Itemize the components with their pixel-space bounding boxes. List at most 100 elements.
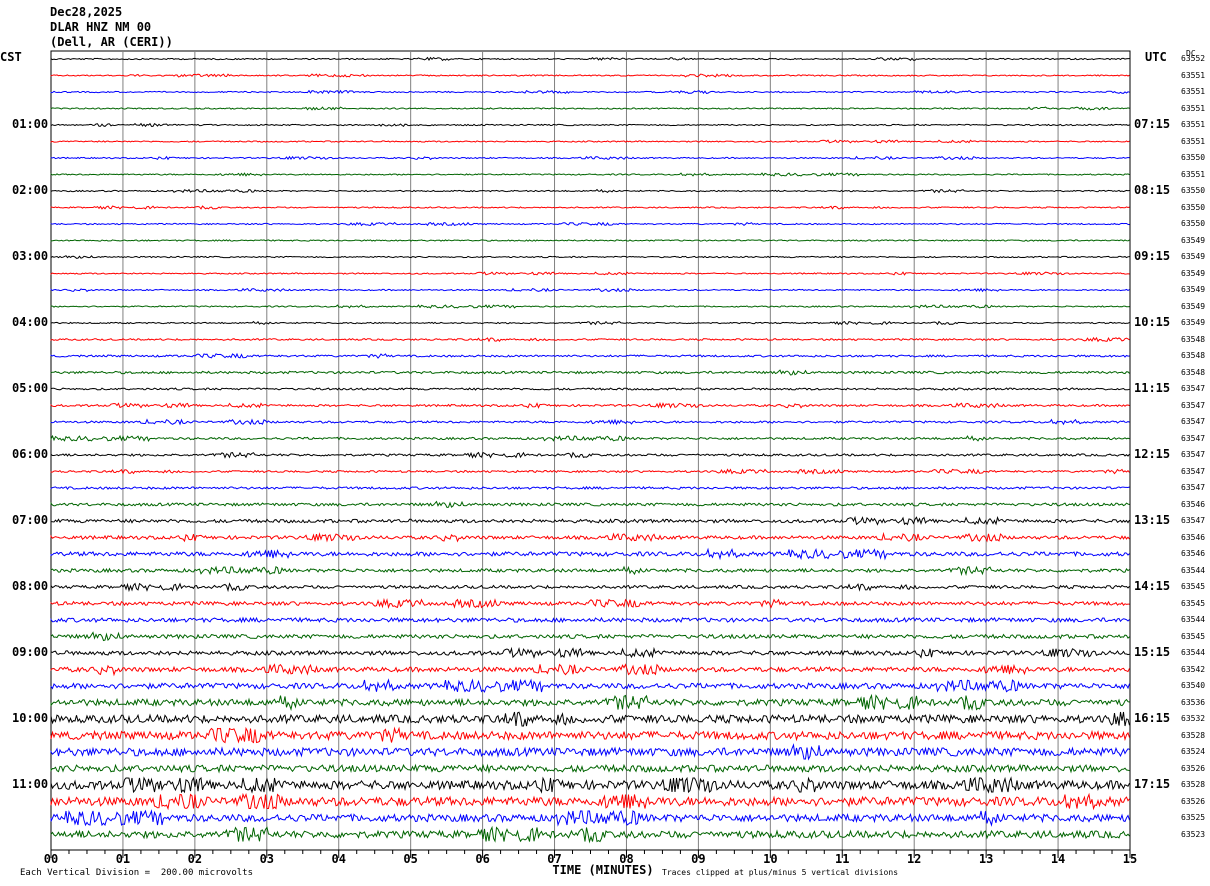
x-tick-label: 13 — [978, 852, 994, 866]
left-hour-label: 11:00 — [12, 777, 49, 791]
trace-row — [50, 547, 1130, 561]
trace-row — [50, 792, 1130, 811]
x-tick-label: 09 — [691, 852, 706, 866]
trace-row — [50, 106, 1130, 111]
left-hour-label: 07:00 — [12, 513, 49, 527]
x-tick-label: 11 — [835, 852, 850, 866]
dc-column-label: DC — [1186, 49, 1196, 58]
dc-offset-label: 63546 — [1181, 549, 1206, 558]
left-hour-label: 04:00 — [12, 315, 49, 329]
trace-row — [50, 597, 1130, 610]
right-hour-label: 14:15 — [1134, 579, 1171, 593]
trace-row — [50, 73, 1130, 78]
left-hour-label: 02:00 — [12, 183, 49, 197]
dc-offset-label: 63526 — [1181, 796, 1206, 806]
trace-row — [50, 763, 1130, 774]
dc-offset-label: 63551 — [1181, 87, 1206, 96]
x-tick-label: 04 — [331, 852, 346, 866]
left-hour-label: 06:00 — [12, 447, 49, 461]
dc-offset-label: 63548 — [1181, 334, 1206, 344]
dc-offset-label: 63547 — [1181, 417, 1206, 426]
right-hour-label: 13:15 — [1134, 513, 1171, 527]
dc-offset-label: 63551 — [1181, 70, 1206, 80]
right-hour-label: 08:15 — [1134, 183, 1171, 197]
trace-row — [50, 56, 1130, 62]
dc-offset-label: 63547 — [1181, 400, 1206, 410]
dc-offset-label: 63551 — [1181, 169, 1206, 179]
station-code: DLAR HNZ NM 00 — [50, 20, 152, 34]
dc-offset-label: 63547 — [1181, 384, 1206, 393]
trace-row — [50, 387, 1130, 391]
dc-offset-label: 63549 — [1181, 318, 1206, 327]
dc-offset-label: 63523 — [1181, 829, 1206, 839]
left-hour-label: 01:00 — [12, 117, 49, 131]
trace-row — [50, 320, 1130, 326]
trace-row — [50, 468, 1130, 475]
trace-row — [50, 255, 1130, 259]
trace-row — [50, 776, 1130, 794]
trace-row — [50, 631, 1130, 642]
left-hour-label: 09:00 — [12, 645, 49, 659]
dc-offset-label: 63548 — [1181, 367, 1206, 377]
dc-offset-label: 63548 — [1181, 351, 1206, 360]
right-hour-label: 07:15 — [1134, 117, 1171, 131]
dc-offset-label: 63524 — [1181, 747, 1206, 756]
dc-offset-label: 63551 — [1181, 136, 1206, 146]
x-tick-label: 10 — [763, 852, 778, 866]
dc-offset-label: 63545 — [1181, 631, 1206, 641]
x-tick-label: 07 — [547, 852, 562, 866]
x-tick-label: 05 — [403, 852, 418, 866]
trace-row — [50, 515, 1130, 526]
left-hour-label: 08:00 — [12, 579, 49, 593]
trace-row — [50, 825, 1130, 844]
x-tick-label: 00 — [43, 852, 59, 866]
left-hour-label: 10:00 — [12, 711, 49, 725]
trace-row — [50, 369, 1130, 376]
dc-offset-label: 63546 — [1181, 532, 1206, 542]
dc-offset-label: 63532 — [1181, 714, 1206, 723]
trace-row — [50, 271, 1130, 276]
trace-row — [50, 582, 1130, 593]
trace-row — [50, 711, 1130, 727]
dc-offset-label: 63536 — [1181, 697, 1206, 707]
dc-offset-label: 63544 — [1181, 565, 1206, 575]
dc-offset-label: 63550 — [1181, 219, 1206, 228]
left-hour-label: 03:00 — [12, 249, 49, 263]
x-tick-label: 06 — [475, 852, 490, 866]
right-hour-label: 12:15 — [1134, 447, 1171, 461]
x-tick-label: 01 — [115, 852, 131, 866]
chart-date: Dec28,2025 — [50, 5, 123, 19]
trace-row — [50, 89, 1130, 95]
dc-offset-label: 63550 — [1181, 186, 1206, 195]
dc-offset-label: 63549 — [1181, 285, 1206, 294]
dc-offset-label: 63551 — [1181, 103, 1206, 113]
trace-row — [50, 451, 1130, 459]
trace-row — [50, 402, 1130, 409]
trace-row — [50, 646, 1130, 659]
dc-offset-label: 63525 — [1181, 813, 1206, 822]
trace-row — [50, 172, 1130, 177]
dc-offset-label: 63547 — [1181, 483, 1206, 492]
trace-row — [50, 122, 1130, 128]
dc-offset-label: 63547 — [1181, 466, 1206, 476]
right-hour-label: 16:15 — [1134, 711, 1171, 725]
right-hour-label: 15:15 — [1134, 645, 1171, 659]
trace-row — [50, 663, 1130, 677]
trace-row — [50, 304, 1130, 309]
x-tick-label: 02 — [187, 852, 203, 866]
dc-offset-label: 63551 — [1181, 120, 1206, 129]
trace-row — [50, 485, 1130, 491]
dc-offset-label: 63526 — [1181, 763, 1206, 773]
right-hour-label: 17:15 — [1134, 777, 1171, 791]
right-hour-label: 11:15 — [1134, 381, 1171, 395]
trace-row — [50, 500, 1130, 508]
vertical-division-note: Each Vertical Division = 200.00 microvol… — [20, 868, 253, 878]
trace-row — [50, 743, 1130, 761]
dc-offset-label: 63540 — [1181, 681, 1206, 690]
clip-note: Traces clipped at plus/minus 5 vertical … — [662, 868, 899, 877]
trace-row — [50, 418, 1130, 426]
dc-offset-label: 63545 — [1181, 582, 1206, 591]
trace-row — [50, 239, 1130, 242]
trace-row — [50, 155, 1130, 161]
